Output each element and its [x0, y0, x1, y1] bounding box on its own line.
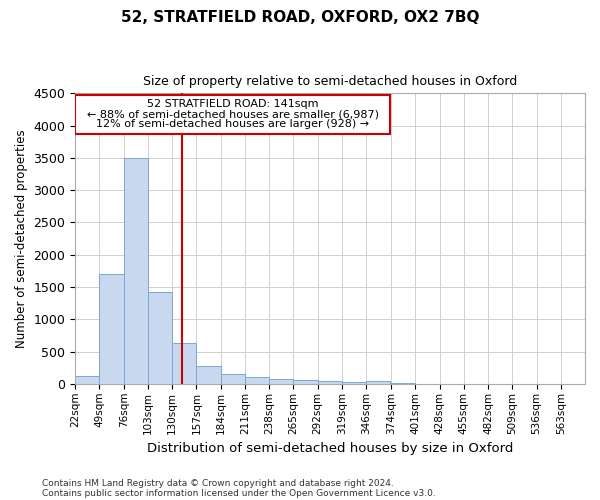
Bar	[269, 378, 293, 384]
Bar	[221, 374, 245, 384]
Text: Contains HM Land Registry data © Crown copyright and database right 2024.: Contains HM Land Registry data © Crown c…	[42, 478, 394, 488]
Text: Contains public sector information licensed under the Open Government Licence v3: Contains public sector information licen…	[42, 488, 436, 498]
Y-axis label: Number of semi-detached properties: Number of semi-detached properties	[15, 130, 28, 348]
Bar	[172, 343, 196, 384]
Bar	[317, 382, 342, 384]
Bar	[293, 380, 317, 384]
Text: 52 STRATFIELD ROAD: 141sqm: 52 STRATFIELD ROAD: 141sqm	[147, 100, 319, 110]
Bar	[75, 376, 100, 384]
Bar	[100, 274, 124, 384]
Bar	[366, 380, 390, 384]
Bar	[245, 377, 269, 384]
X-axis label: Distribution of semi-detached houses by size in Oxford: Distribution of semi-detached houses by …	[147, 442, 513, 455]
Title: Size of property relative to semi-detached houses in Oxford: Size of property relative to semi-detach…	[143, 75, 517, 88]
Text: 12% of semi-detached houses are larger (928) →: 12% of semi-detached houses are larger (…	[96, 119, 369, 129]
FancyBboxPatch shape	[75, 94, 390, 134]
Text: 52, STRATFIELD ROAD, OXFORD, OX2 7BQ: 52, STRATFIELD ROAD, OXFORD, OX2 7BQ	[121, 10, 479, 25]
Bar	[124, 158, 148, 384]
Bar	[196, 366, 221, 384]
Text: ← 88% of semi-detached houses are smaller (6,987): ← 88% of semi-detached houses are smalle…	[86, 110, 379, 120]
Bar	[148, 292, 172, 384]
Bar	[342, 382, 366, 384]
